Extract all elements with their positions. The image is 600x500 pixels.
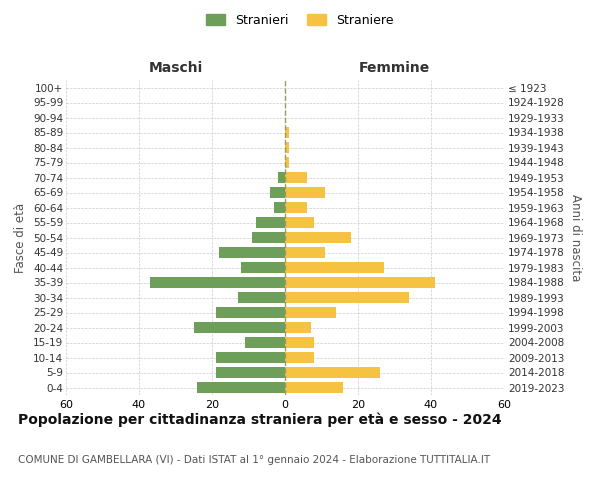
Bar [285, 306, 336, 318]
Text: Popolazione per cittadinanza straniera per età e sesso - 2024: Popolazione per cittadinanza straniera p… [18, 412, 502, 427]
Bar [285, 172, 307, 183]
Bar [285, 126, 289, 138]
Bar [220, 246, 285, 258]
Bar [215, 306, 285, 318]
Bar [215, 366, 285, 378]
Bar [197, 382, 285, 394]
Bar [285, 156, 289, 168]
Bar [285, 232, 350, 243]
Legend: Stranieri, Straniere: Stranieri, Straniere [202, 8, 398, 32]
Bar [285, 246, 325, 258]
Bar [285, 262, 383, 274]
Bar [194, 322, 285, 334]
Bar [285, 322, 311, 334]
Bar [285, 276, 434, 288]
Bar [252, 232, 285, 243]
Text: COMUNE DI GAMBELLARA (VI) - Dati ISTAT al 1° gennaio 2024 - Elaborazione TUTTITA: COMUNE DI GAMBELLARA (VI) - Dati ISTAT a… [18, 455, 490, 465]
Bar [245, 336, 285, 348]
Bar [215, 352, 285, 364]
Bar [285, 186, 325, 198]
Bar [285, 352, 314, 364]
Bar [285, 142, 289, 154]
Bar [278, 172, 285, 183]
Bar [285, 382, 343, 394]
Bar [256, 216, 285, 228]
Text: Femmine: Femmine [359, 61, 430, 75]
Bar [285, 292, 409, 304]
Bar [150, 276, 285, 288]
Y-axis label: Fasce di età: Fasce di età [14, 202, 28, 272]
Bar [285, 216, 314, 228]
Bar [285, 202, 307, 213]
Bar [285, 336, 314, 348]
Bar [274, 202, 285, 213]
Bar [238, 292, 285, 304]
Bar [241, 262, 285, 274]
Bar [285, 366, 380, 378]
Bar [271, 186, 285, 198]
Y-axis label: Anni di nascita: Anni di nascita [569, 194, 581, 281]
Text: Maschi: Maschi [148, 61, 203, 75]
